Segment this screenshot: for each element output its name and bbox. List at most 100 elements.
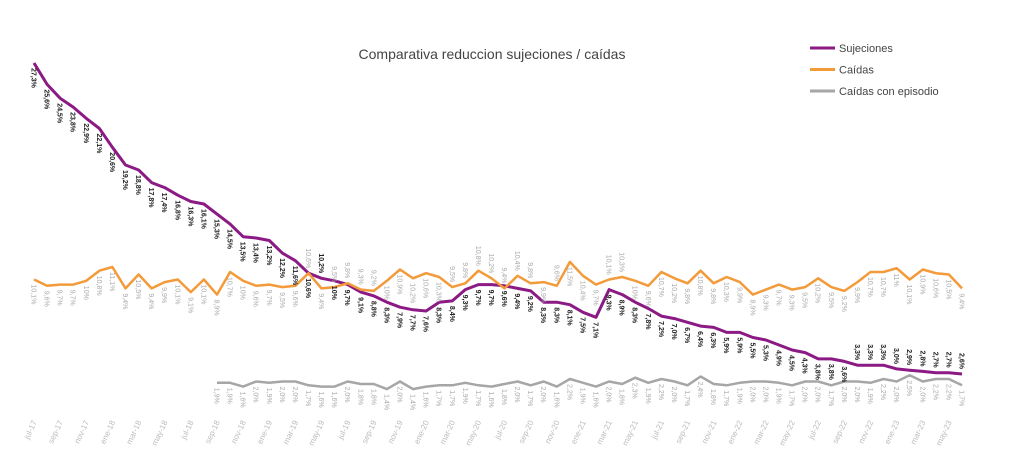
- legend: Sujeciones Caídas Caídas con episodio: [810, 43, 939, 98]
- data-label-caidas-con-episodio: 1,6%: [592, 392, 599, 408]
- data-label-caidas-con-episodio: 1,7%: [304, 390, 311, 406]
- x-tick-label: sep-21: [674, 419, 693, 445]
- data-label-caidas: 9,4%: [317, 293, 324, 309]
- x-tick-label: nov-21: [700, 419, 719, 445]
- data-label-caidas: 10,4%: [513, 251, 520, 271]
- data-label-caidas-con-episodio: 1,7%: [827, 390, 834, 406]
- data-label-caidas: 9,9%: [735, 287, 742, 303]
- data-label-caidas: 9,5%: [827, 292, 834, 308]
- data-label-sujeciones: 5,5%: [748, 343, 755, 360]
- x-tick-label: ene-22: [726, 419, 745, 446]
- x-tick-label: mar-23: [909, 419, 928, 446]
- legend-label-caidas: Caídas: [839, 65, 874, 77]
- data-label-caidas: 10,3%: [435, 282, 442, 302]
- data-label-caidas-con-episodio: 2,5%: [905, 380, 912, 396]
- legend-label-sujeciones: Sujeciones: [839, 43, 893, 55]
- series-lines: [32, 62, 963, 391]
- data-label-caidas-con-episodio: 1,9%: [579, 388, 586, 404]
- data-label-caidas: 9,8%: [709, 288, 716, 304]
- data-label-caidas-con-episodio: 2,0%: [814, 387, 821, 403]
- x-tick-label: mar-20: [438, 419, 457, 446]
- data-label-sujeciones: 2,9%: [905, 349, 912, 366]
- data-label-sujeciones: 8,4%: [448, 306, 455, 323]
- data-label-caidas: 10,7%: [879, 277, 886, 297]
- data-label-sujeciones: 24,5%: [56, 103, 63, 124]
- x-tick-label: nov-22: [857, 419, 876, 445]
- data-label-caidas-con-episodio: 2,0%: [801, 387, 808, 403]
- data-label-caidas: 10,8%: [95, 276, 102, 296]
- data-label-caidas: 9,5%: [448, 266, 455, 282]
- data-label-sujeciones: 8,3%: [382, 307, 389, 324]
- data-label-caidas-con-episodio: 2,4%: [696, 382, 703, 398]
- data-label-sujeciones: 12,2%: [278, 258, 285, 279]
- data-label-caidas: 9,8%: [343, 262, 350, 278]
- series-line-caidas-con-episodio: [217, 373, 963, 391]
- data-label-sujeciones: 8,8%: [369, 301, 376, 318]
- data-label-caidas: 8,9%: [213, 300, 220, 316]
- data-label-caidas: 9,2%: [369, 270, 376, 286]
- data-label-sujeciones: 13,2%: [265, 246, 272, 267]
- data-label-caidas: 9,4%: [500, 267, 507, 283]
- data-label-caidas: 9,5%: [278, 292, 285, 308]
- data-label-caidas-con-episodio: 1,6%: [487, 392, 494, 408]
- data-label-sujeciones: 7,7%: [409, 315, 416, 332]
- x-tick-label: jul-20: [492, 419, 509, 442]
- data-label-sujeciones: 17,8%: [147, 188, 154, 209]
- data-label-caidas: 10,2%: [487, 253, 494, 273]
- x-tick-label: ene-21: [569, 419, 588, 446]
- data-label-caidas: 10,4%: [579, 281, 586, 301]
- x-tick-label: sep-17: [46, 419, 65, 445]
- data-label-caidas-con-episodio: 1,6%: [552, 392, 559, 408]
- data-label-sujeciones: 20,6%: [108, 152, 115, 173]
- x-tick-label: mar-22: [752, 419, 771, 446]
- x-tick-label: sep-19: [360, 419, 379, 445]
- data-label-sujeciones: 4,3%: [801, 358, 808, 375]
- data-label-caidas: 9,5%: [801, 292, 808, 308]
- data-label-sujeciones: 14,5%: [226, 229, 233, 250]
- data-label-sujeciones: 3,6%: [840, 366, 847, 383]
- data-label-caidas: 9,6%: [43, 291, 50, 307]
- x-tick-label: sep-20: [517, 419, 536, 445]
- data-label-caidas: 9,4%: [121, 293, 128, 309]
- data-label-caidas: 10%: [382, 286, 389, 300]
- data-label-caidas: 11,5%: [565, 267, 572, 286]
- data-label-caidas-con-episodio: 1,6%: [239, 392, 246, 408]
- data-label-caidas-con-episodio: 1,7%: [683, 390, 690, 406]
- data-label-sujeciones: 5,9%: [735, 337, 742, 354]
- data-label-sujeciones: 2,7%: [944, 352, 951, 369]
- x-tick-label: jul-19: [336, 419, 353, 442]
- data-label-caidas: 9,7%: [592, 290, 599, 306]
- data-label-caidas-con-episodio: 1,9%: [265, 388, 272, 404]
- x-tick-label: nov-18: [229, 419, 248, 445]
- data-label-caidas: 9,7%: [56, 290, 63, 306]
- data-label-caidas-con-episodio: 1,9%: [735, 388, 742, 404]
- data-label-sujeciones: 6,3%: [709, 332, 716, 349]
- data-label-caidas-con-episodio: 2,0%: [748, 387, 755, 403]
- data-label-caidas-con-episodio: 2,2%: [565, 384, 572, 400]
- data-label-caidas: 9,3%: [788, 295, 795, 311]
- data-label-caidas: 10,6%: [304, 248, 311, 268]
- data-label-sujeciones: 9,7%: [487, 290, 494, 307]
- data-label-caidas-con-episodio: 2,0%: [840, 387, 847, 403]
- data-label-caidas-con-episodio: 1,7%: [474, 390, 481, 406]
- data-label-caidas-con-episodio: 2,2%: [944, 384, 951, 400]
- data-label-caidas: 9,2%: [840, 296, 847, 312]
- x-tick-label: jul-17: [22, 419, 39, 442]
- x-tick-label: sep-22: [831, 419, 850, 445]
- data-label-sujeciones: 10%: [330, 286, 337, 301]
- data-label-sujeciones: 3,8%: [827, 364, 834, 381]
- data-label-caidas-con-episodio: 2,0%: [761, 387, 768, 403]
- data-label-sujeciones: 9,7%: [343, 290, 350, 307]
- data-label-caidas: 8,9%: [748, 300, 755, 316]
- data-label-sujeciones: 7,8%: [644, 314, 651, 331]
- data-label-sujeciones: 7,6%: [422, 316, 429, 333]
- data-labels: 27,3% 10,1% 25,6% 9,6% 24,5% 9,7% 23,8% 9,7% 22,…: [30, 68, 965, 410]
- x-tick-label: mar-19: [281, 419, 300, 446]
- data-label-caidas: 9,9%: [160, 287, 167, 303]
- data-label-sujeciones: 8,9%: [618, 300, 625, 317]
- data-label-sujeciones: 3,0%: [892, 348, 899, 365]
- data-label-caidas: 9,8%: [461, 262, 468, 278]
- data-label-sujeciones: 19,2%: [121, 170, 128, 191]
- data-label-caidas: 10,1%: [30, 285, 37, 305]
